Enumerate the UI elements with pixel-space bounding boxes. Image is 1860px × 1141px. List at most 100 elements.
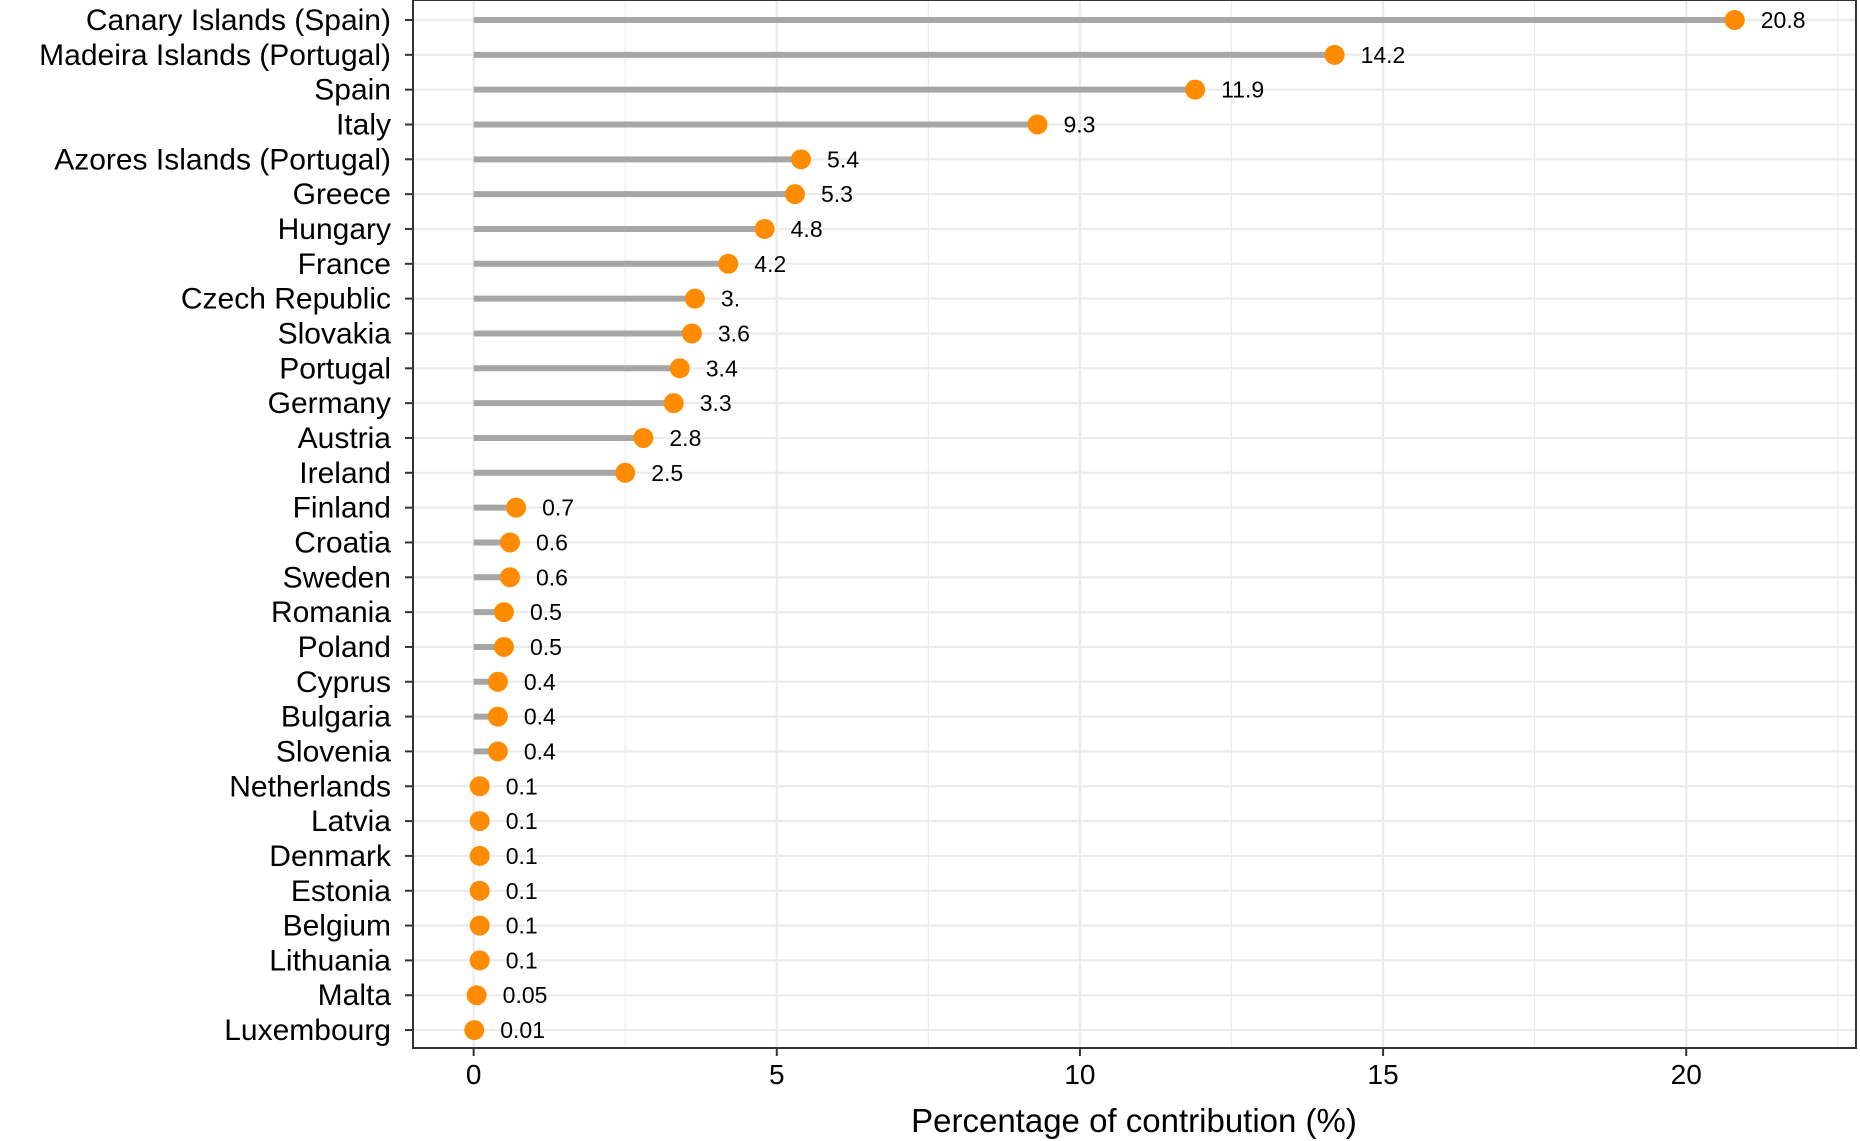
data-point <box>464 1020 485 1041</box>
value-label: 0.1 <box>506 843 538 869</box>
value-label: 20.8 <box>1761 7 1806 33</box>
value-label: 11.9 <box>1221 77 1264 103</box>
x-axis-title: Percentage of contribution (%) <box>911 1102 1357 1139</box>
value-label: 0.1 <box>506 947 538 973</box>
category-label: France <box>298 248 391 281</box>
stems <box>473 17 1735 1034</box>
y-axis-ticks: Canary Islands (Spain)Madeira Islands (P… <box>39 4 413 1047</box>
category-label: Portugal <box>279 352 391 385</box>
value-label: 0.4 <box>524 669 556 695</box>
data-point <box>493 602 514 623</box>
data-point <box>669 358 690 379</box>
category-label: Sweden <box>283 561 391 594</box>
value-label: 3. <box>721 286 740 312</box>
value-label: 0.4 <box>524 704 556 730</box>
category-label: Hungary <box>278 213 391 246</box>
category-label: Estonia <box>291 875 391 908</box>
data-point <box>493 636 514 657</box>
value-label: 5.3 <box>821 181 853 207</box>
data-point <box>784 184 805 205</box>
category-label: Slovenia <box>276 735 391 768</box>
value-label: 0.1 <box>506 913 538 939</box>
category-label: Slovakia <box>278 317 392 350</box>
data-point <box>500 567 521 588</box>
value-label: 5.4 <box>827 146 859 172</box>
x-tick-label: 20 <box>1671 1059 1702 1090</box>
data-point <box>684 288 705 309</box>
value-label: 2.8 <box>669 425 701 451</box>
category-label: Poland <box>298 631 391 664</box>
data-point <box>615 462 636 483</box>
value-label: 14.2 <box>1361 42 1406 68</box>
data-point <box>1027 114 1048 135</box>
data-point <box>466 985 487 1006</box>
value-label: 0.5 <box>530 634 562 660</box>
category-label: Czech Republic <box>181 283 391 316</box>
data-point <box>663 393 684 414</box>
data-point <box>469 915 490 936</box>
value-label: 0.1 <box>506 878 538 904</box>
category-label: Germany <box>268 387 391 420</box>
data-point <box>487 706 508 727</box>
category-label: Netherlands <box>229 770 391 803</box>
category-label: Canary Islands (Spain) <box>86 4 391 37</box>
category-label: Ireland <box>299 457 391 490</box>
category-label: Finland <box>293 492 391 525</box>
value-label: 0.5 <box>530 599 562 625</box>
value-label: 0.7 <box>542 495 574 521</box>
plot-frame <box>412 0 1857 1049</box>
data-point <box>754 218 775 239</box>
data-point <box>791 149 812 170</box>
value-label: 0.1 <box>506 808 538 834</box>
data-point <box>633 427 654 448</box>
category-label: Azores Islands (Portugal) <box>54 143 391 176</box>
data-point <box>469 776 490 797</box>
category-label: Romania <box>271 596 391 629</box>
category-label: Spain <box>314 74 391 107</box>
plot-background <box>413 0 1856 1048</box>
data-point <box>469 950 490 971</box>
data-point <box>1324 44 1345 65</box>
category-label: Lithuania <box>269 944 391 977</box>
x-tick-label: 0 <box>466 1059 482 1090</box>
category-label: Latvia <box>311 805 391 838</box>
value-labels: 20.8 14.2 11.9 9.3 5.4 5.3 4.84.2 3. 3.6 3.4 3.3 2.… <box>500 7 1805 1043</box>
category-label: Austria <box>298 422 392 455</box>
category-label: Greece <box>293 178 391 211</box>
category-label: Bulgaria <box>281 701 391 734</box>
category-label: Croatia <box>294 526 391 559</box>
points <box>464 10 1745 1041</box>
category-label: Denmark <box>269 840 392 873</box>
category-label: Luxembourg <box>224 1014 391 1047</box>
value-label: 0.6 <box>536 529 568 555</box>
value-label: 3.6 <box>718 320 750 346</box>
value-label: 0.1 <box>506 773 538 799</box>
value-label: 0.01 <box>500 1017 545 1043</box>
category-label: Belgium <box>283 910 391 943</box>
data-point <box>469 845 490 866</box>
data-point <box>469 811 490 832</box>
data-point <box>487 671 508 692</box>
value-label: 4.8 <box>791 216 823 242</box>
category-label: Malta <box>318 979 392 1012</box>
value-label: 0.05 <box>503 982 548 1008</box>
category-label: Cyprus <box>296 666 391 699</box>
category-label: Italy <box>336 108 391 141</box>
data-point <box>487 741 508 762</box>
value-label: 3.4 <box>706 355 738 381</box>
x-axis-ticks: 0 5 10 15 20 <box>466 1048 1702 1090</box>
data-point <box>500 532 521 553</box>
category-label: Madeira Islands (Portugal) <box>39 39 391 72</box>
value-label: 2.5 <box>651 460 683 486</box>
data-point <box>681 323 702 344</box>
x-tick-label: 15 <box>1368 1059 1399 1090</box>
x-tick-label: 5 <box>769 1059 785 1090</box>
value-label: 3.3 <box>700 390 732 416</box>
value-label: 0.6 <box>536 564 568 590</box>
value-label: 4.2 <box>754 251 786 277</box>
data-point <box>506 497 527 518</box>
data-point <box>469 880 490 901</box>
value-label: 9.3 <box>1063 111 1095 137</box>
value-label: 0.4 <box>524 738 556 764</box>
